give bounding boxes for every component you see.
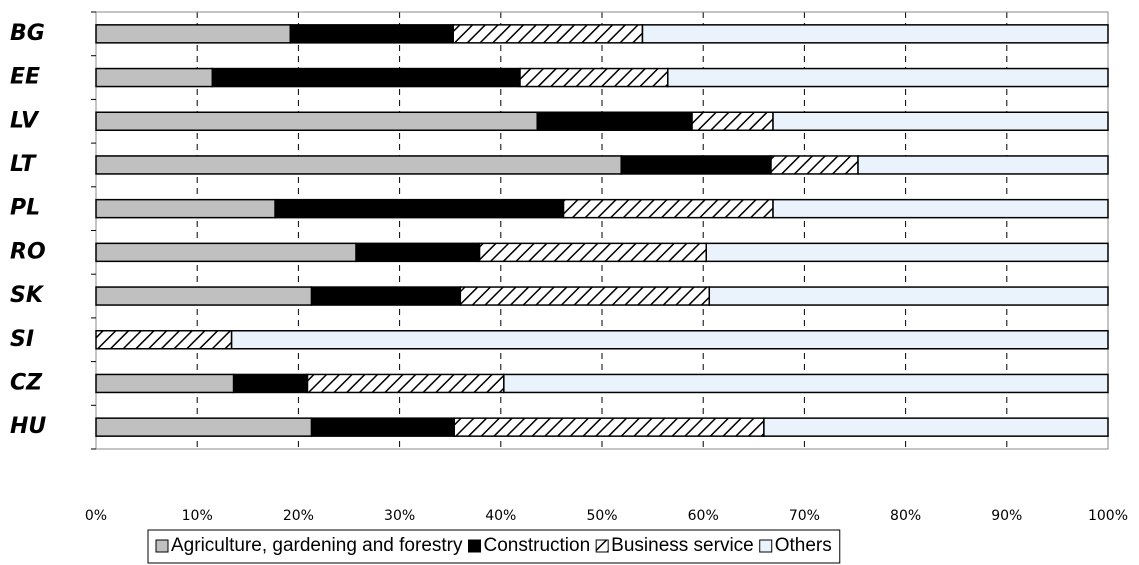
category-label: RO [10, 239, 46, 264]
category-label: BG [10, 21, 45, 46]
x-tick-label: 60% [688, 508, 719, 524]
x-tick-label: 10% [182, 508, 213, 524]
bar-segment [705, 242, 1109, 263]
category-label: CZ [10, 370, 43, 395]
bar-segment [95, 24, 292, 44]
bar-segment [503, 373, 1109, 394]
legend-label: Construction [484, 535, 591, 556]
x-tick-label: 70% [789, 508, 820, 524]
x-tick-label: 50% [586, 508, 617, 524]
legend-box [147, 529, 841, 564]
legend-swatch [468, 539, 481, 553]
bar-segment [306, 373, 505, 394]
bar-segment [772, 198, 1109, 219]
bar-segment [770, 155, 859, 175]
legend-swatch [155, 539, 169, 553]
category-label: SI [10, 327, 34, 352]
bar-segment [95, 67, 214, 88]
bar-segment [459, 286, 711, 306]
bar-segment [95, 417, 313, 437]
bar-segment [763, 417, 1109, 437]
x-tick-label: 0% [85, 508, 107, 524]
bar-segment [452, 24, 644, 44]
x-tick-label: 80% [890, 508, 921, 524]
bar-segment [95, 155, 622, 175]
bar-segment [562, 198, 774, 219]
bar-segment [95, 330, 233, 350]
bar-segment [478, 242, 707, 263]
legend-swatch [759, 539, 773, 553]
bar-segment [857, 155, 1109, 175]
bar-segment [95, 373, 235, 394]
bar-segment [232, 373, 309, 394]
category-label: LV [10, 108, 40, 133]
bar-segment [691, 111, 774, 131]
x-tick-label: 20% [283, 508, 314, 524]
bar-segment [310, 417, 455, 437]
legend-label: Agriculture, gardening and forestry [171, 535, 463, 556]
category-label: LT [10, 152, 37, 177]
bar-segment [211, 67, 521, 88]
category-label: SK [10, 283, 45, 308]
x-tick-label: 90% [991, 508, 1022, 524]
bar-segment [708, 286, 1109, 306]
bar-segment [95, 242, 357, 263]
legend-label: Others [775, 535, 832, 556]
bar-segment [95, 111, 538, 131]
bar-segment [289, 24, 454, 44]
legend-label: Business service [611, 535, 754, 556]
bar-segment [310, 286, 462, 306]
category-label: EE [10, 65, 40, 90]
bar-segment [95, 198, 276, 219]
legend-swatch [595, 539, 609, 553]
bar-segment [667, 67, 1109, 88]
bar-segment [230, 330, 1109, 350]
category-label: HU [10, 414, 46, 439]
bar-segment [95, 286, 313, 306]
x-tick-label: 30% [384, 508, 415, 524]
bar-segment [536, 111, 693, 131]
x-tick-label: 40% [485, 508, 516, 524]
category-label: PL [10, 196, 40, 221]
bar-segment [620, 155, 772, 175]
bar-segment [641, 24, 1109, 44]
bar-segment [274, 198, 565, 219]
x-tick-label: 100% [1088, 508, 1128, 524]
bar-segment [519, 67, 669, 88]
bar-segment [453, 417, 765, 437]
bar-segment [355, 242, 481, 263]
bar-segment [772, 111, 1109, 131]
